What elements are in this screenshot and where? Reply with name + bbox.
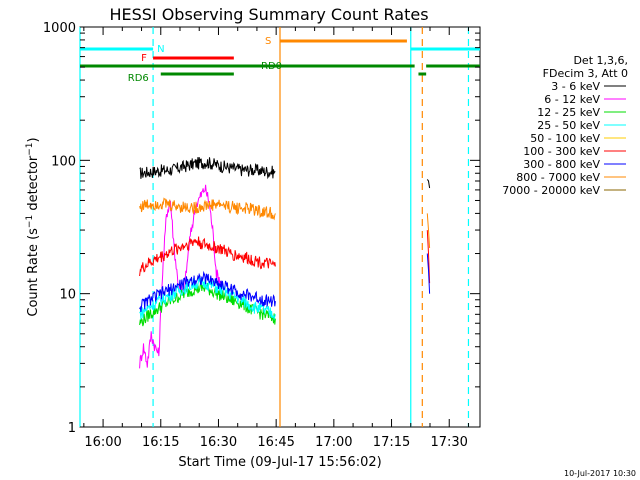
legend-entry: 6 - 12 keV — [544, 93, 600, 106]
series-line — [426, 230, 431, 284]
flag-label-rd0: RD0 — [261, 61, 282, 72]
legend-entry: 50 - 100 keV — [530, 132, 600, 145]
x-tick-label: 16:30 — [200, 435, 237, 450]
flag-label-f: F — [141, 53, 147, 64]
x-tick-label: 17:15 — [373, 435, 410, 450]
series-line — [426, 253, 431, 294]
legend-entry: 12 - 25 keV — [537, 106, 600, 119]
series-line — [426, 213, 431, 249]
series-line — [139, 157, 276, 180]
series-line — [139, 282, 276, 327]
flag-label-s: S — [265, 36, 271, 47]
legend-header: FDecim 3, Att 0 — [543, 67, 628, 80]
y-tick-label: 10 — [59, 288, 76, 303]
flag-label-rd6: RD6 — [128, 73, 149, 84]
series-line — [139, 270, 276, 312]
vertical-markers — [79, 27, 470, 427]
x-tick-label: 17:30 — [430, 435, 467, 450]
flag-label-n: N — [157, 44, 164, 55]
series-group — [139, 157, 431, 369]
y-axis-label: Count Rate (s−1 detector−1) — [25, 137, 41, 316]
series-line — [139, 276, 276, 321]
legend-entry: 3 - 6 keV — [551, 80, 600, 93]
legend-header: Det 1,3,6, — [573, 54, 628, 67]
x-tick-label: 17:00 — [315, 435, 352, 450]
y-tick-label: 1 — [68, 421, 76, 436]
x-tick-label: 16:45 — [257, 435, 294, 450]
chart-title: HESSI Observing Summary Count Rates — [109, 5, 428, 24]
series-line — [426, 179, 431, 189]
x-tick-label: 16:15 — [142, 435, 179, 450]
x-tick-label: 16:00 — [84, 435, 121, 450]
series-line — [139, 236, 276, 277]
series-line — [139, 197, 276, 221]
flag-bars: NF RD0 RD6 S — [80, 36, 480, 84]
y-tick-label: 1000 — [43, 21, 76, 36]
legend-entry: 25 - 50 keV — [537, 119, 600, 132]
x-axis: 16:00 16:15 16:30 16:45 17:00 17:15 17:30 — [83, 27, 469, 450]
x-axis-label: Start Time (09-Jul-17 15:56:02) — [178, 455, 381, 470]
legend-entry: 300 - 800 keV — [523, 158, 600, 171]
legend-entry: 7000 - 20000 keV — [502, 184, 600, 197]
legend-entry: 100 - 300 keV — [523, 145, 600, 158]
timestamp: 10-Jul-2017 10:30 — [564, 469, 636, 478]
y-axis: 1 10 100 1000 — [43, 21, 480, 436]
legend-entry: 800 - 7000 keV — [516, 171, 600, 184]
y-tick-label: 100 — [51, 154, 76, 169]
